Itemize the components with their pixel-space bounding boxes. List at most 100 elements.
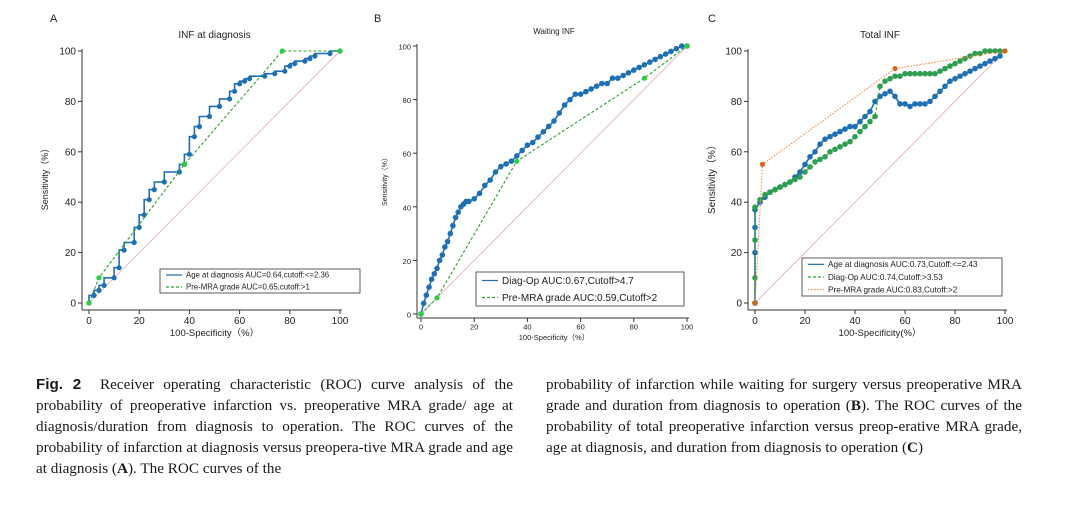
data-point [247, 76, 253, 82]
data-point [922, 70, 928, 77]
reference-diagonal [88, 50, 341, 304]
data-point [847, 123, 853, 130]
data-point [282, 68, 288, 74]
data-point [442, 244, 448, 250]
data-point [227, 96, 233, 102]
data-point [524, 142, 531, 148]
y-tick-label: 100 [725, 47, 742, 58]
data-point [567, 96, 573, 103]
data-point [752, 237, 758, 243]
data-point [625, 70, 632, 76]
y-tick-label: 40 [65, 198, 77, 209]
y-tick-label: 0 [407, 311, 411, 320]
x-tick-label: 40 [184, 316, 196, 327]
data-point [572, 91, 579, 97]
data-point [232, 88, 238, 94]
data-point [802, 169, 808, 175]
data-point [862, 123, 868, 130]
data-point [752, 204, 758, 210]
data-point [302, 58, 308, 64]
data-point [842, 126, 848, 132]
data-point [912, 70, 918, 77]
data-point [947, 78, 953, 84]
data-point [196, 124, 202, 130]
data-point [641, 75, 648, 81]
data-point [857, 128, 863, 135]
legend-entry: Pre-MRA grade AUC=0.65,cutoff:>1 [186, 283, 310, 292]
data-point [957, 73, 963, 79]
caption-text-1: Receiver operating characteristic (ROC) … [36, 376, 513, 477]
data-point [684, 43, 690, 49]
data-point [792, 176, 798, 183]
data-point [852, 133, 858, 140]
legend-entry: Pre-MRA grade AUC:0.59,Cutoff>2 [502, 293, 658, 304]
data-point [807, 164, 813, 170]
data-point [431, 271, 438, 277]
x-axis-label: 100-Specificity(%） [839, 327, 922, 339]
data-point [116, 265, 122, 271]
x-tick-label: 40 [523, 323, 531, 332]
data-point [847, 138, 853, 145]
x-tick-label: 20 [470, 323, 478, 332]
x-tick-label: 0 [419, 323, 423, 332]
panel-title: INF at diagnosis [178, 30, 250, 41]
data-point [967, 68, 973, 74]
caption-panel-ref-a: A [117, 460, 128, 477]
data-point [827, 149, 833, 155]
data-point [337, 48, 343, 54]
y-axis-label: Sensitivity（%） [706, 140, 718, 214]
y-tick-label: 0 [736, 299, 742, 310]
data-point [897, 73, 903, 79]
panel-letter: B [374, 13, 381, 25]
x-tick-label: 60 [899, 316, 911, 327]
data-point [902, 101, 908, 107]
data-point [872, 98, 878, 105]
data-point [662, 51, 669, 57]
data-point [471, 196, 478, 202]
data-point [529, 139, 536, 146]
data-point [428, 276, 435, 283]
data-point [927, 98, 933, 105]
data-point [1002, 48, 1008, 54]
y-tick-label: 100 [398, 43, 411, 52]
data-point [832, 146, 838, 153]
data-point [787, 179, 793, 185]
data-point [673, 45, 680, 52]
data-point [420, 300, 427, 307]
data-point [146, 197, 152, 203]
data-point [952, 75, 958, 82]
legend-entry: Diag-Op AUC:0.67,Cutoff>4.7 [502, 276, 634, 287]
data-point [492, 169, 499, 175]
data-point [96, 275, 102, 281]
x-tick-label: 40 [849, 316, 861, 327]
data-point [498, 163, 504, 170]
data-point [141, 212, 147, 218]
legend-entry: Age at diagnosis AUC=0.64,cutoff:<=2.36 [186, 271, 329, 280]
data-point [514, 158, 520, 164]
data-point [797, 169, 803, 175]
data-point [892, 73, 898, 79]
y-tick-label: 60 [65, 147, 77, 158]
data-point [535, 134, 541, 140]
caption-text-2-tail: ) [918, 439, 924, 456]
data-point [952, 60, 958, 67]
data-point [418, 311, 424, 317]
x-tick-label: 100 [681, 323, 694, 332]
data-point [272, 71, 278, 77]
data-point [206, 113, 213, 120]
data-point [972, 50, 978, 57]
data-point [992, 55, 998, 62]
legend-box [159, 268, 361, 294]
data-point [992, 48, 998, 54]
data-point [757, 196, 763, 203]
legend-box [475, 271, 685, 307]
y-tick-label: 40 [403, 203, 411, 212]
x-axis-label: 100-Specificity（%） [519, 333, 589, 342]
reference-diagonal [754, 50, 1006, 304]
data-point [556, 110, 563, 116]
data-point [678, 43, 685, 49]
data-point [287, 63, 293, 69]
data-point [842, 141, 848, 147]
data-point [832, 131, 838, 137]
data-point [927, 70, 933, 77]
